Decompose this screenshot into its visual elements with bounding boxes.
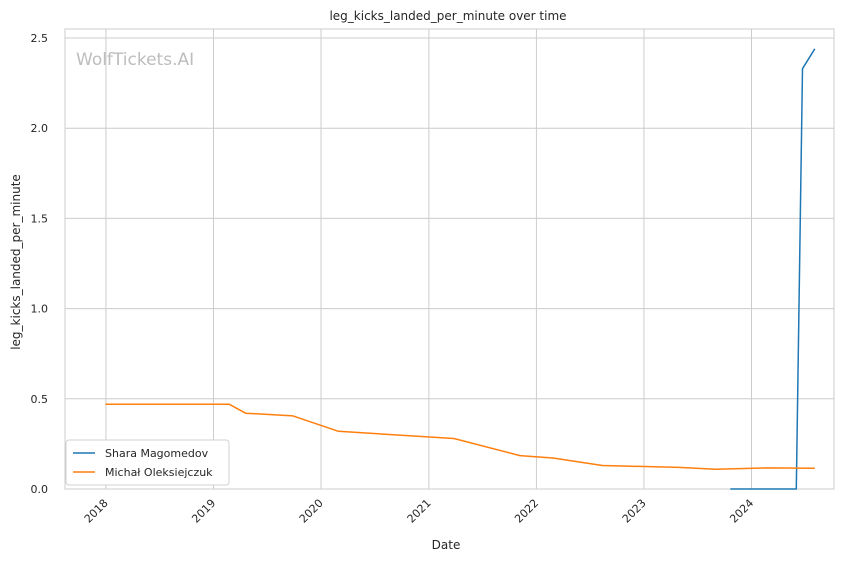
y-tick-label: 0.0 [31, 483, 49, 496]
x-tick-label: 2023 [620, 497, 649, 526]
legend: Shara Magomedov Michał Oleksiejczuk [65, 439, 230, 486]
x-tick-label: 2018 [82, 497, 111, 526]
y-tick-label: 2.5 [31, 32, 49, 45]
y-tick-label: 0.5 [31, 393, 49, 406]
x-axis-label: Date [432, 538, 461, 552]
x-tick-label: 2024 [727, 497, 756, 526]
y-tick-label: 2.0 [31, 122, 49, 135]
x-tick-label: 2020 [297, 497, 326, 526]
series-lines [105, 48, 816, 490]
x-tick-label: 2021 [405, 497, 434, 526]
legend-label-shara-magomedov: Shara Magomedov [105, 447, 209, 460]
x-tick-label: 2019 [189, 497, 218, 526]
series-line-0 [730, 48, 816, 490]
x-tick-labels: 2018 2019 2020 2021 2022 2023 2024 [82, 497, 757, 526]
y-tick-label: 1.5 [31, 212, 49, 225]
legend-label-michal-oleksiejczuk: Michał Oleksiejczuk [105, 466, 213, 479]
chart-title: leg_kicks_landed_per_minute over time [329, 9, 566, 23]
y-gridlines [65, 37, 834, 490]
x-tick-label: 2022 [512, 497, 541, 526]
watermark: WolfTickets.AI [76, 50, 194, 70]
y-tick-label: 1.0 [31, 303, 49, 316]
y-tick-labels: 0.0 0.5 1.0 1.5 2.0 2.5 [31, 32, 49, 496]
y-axis-label: leg_kicks_landed_per_minute [9, 174, 23, 350]
x-gridlines [105, 29, 753, 489]
plot-area [64, 28, 835, 490]
series-line-1 [105, 403, 815, 470]
legend-box [65, 439, 230, 486]
